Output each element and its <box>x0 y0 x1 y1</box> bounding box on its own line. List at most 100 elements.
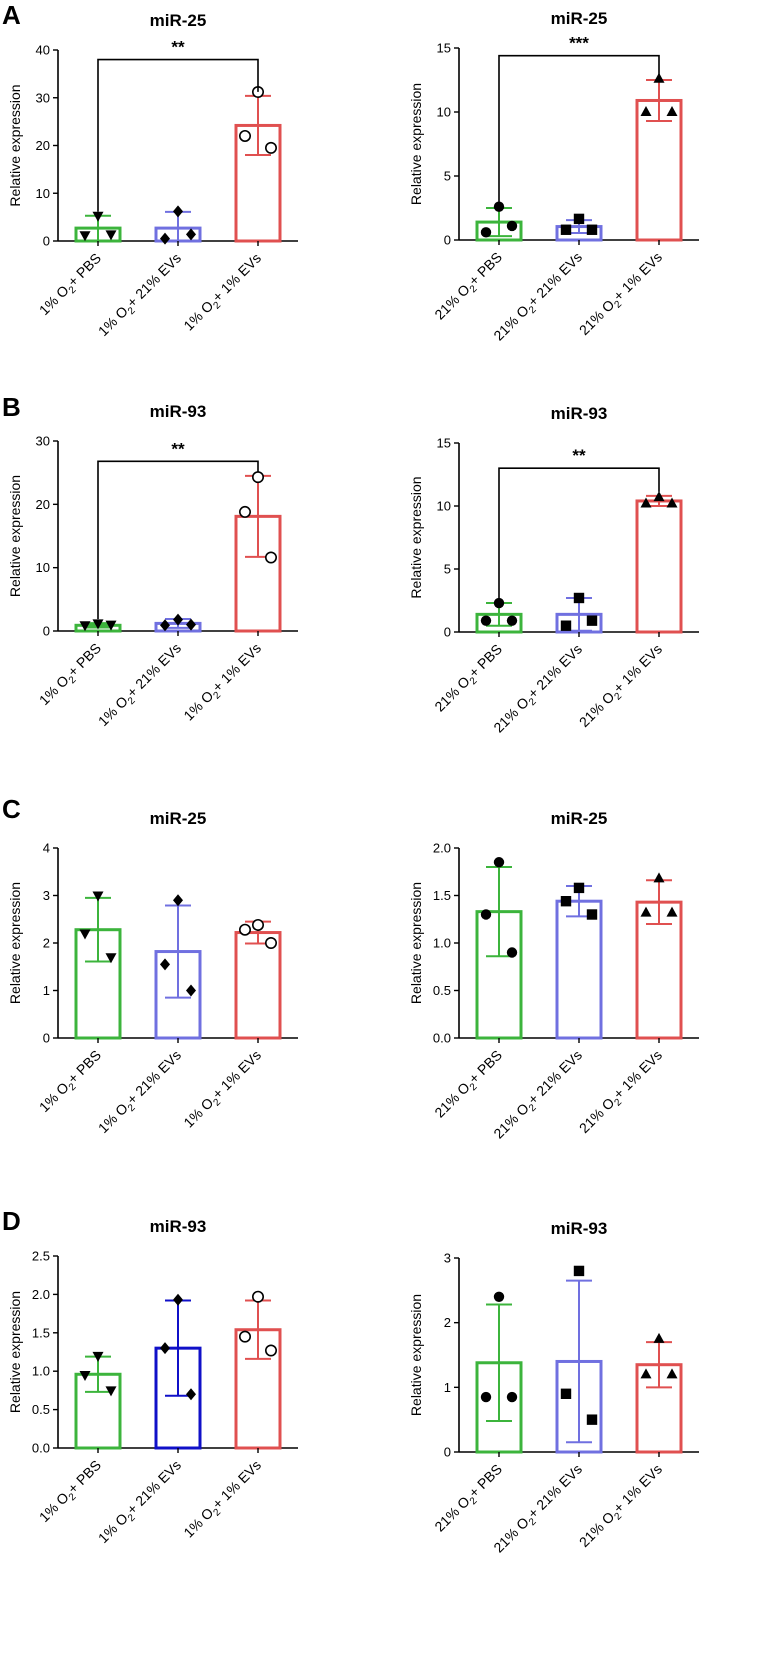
data-point <box>506 1391 518 1403</box>
significance-bracket <box>498 54 660 204</box>
data-point <box>640 497 652 508</box>
y-tick-label: 2.5 <box>32 1249 50 1264</box>
x-tick-label: 21% O2+ 1% EVs <box>576 1461 668 1553</box>
data-point <box>160 619 170 632</box>
data-point <box>560 896 572 907</box>
data-point <box>653 1332 665 1343</box>
data-point <box>173 613 183 626</box>
x-tick-label: 1% O2+ PBS <box>36 250 107 321</box>
data-point <box>239 505 252 518</box>
y-tick-label: 15 <box>437 436 451 451</box>
chart-1: miR-25 Relative expression 0 10 20 30 40 1% O2+… <box>7 11 298 342</box>
y-tick-label: 1.5 <box>32 1325 50 1340</box>
x-tick-label: 21% O2+ PBS <box>431 1461 508 1538</box>
y-tick-label: 0.0 <box>32 1441 50 1456</box>
x-tick-label: 1% O2+ 1% EVs <box>180 1457 267 1544</box>
data-point <box>92 1351 104 1362</box>
data-point <box>186 228 196 241</box>
x-tick-label: 21% O2+ PBS <box>431 641 508 718</box>
y-tick-label: 10 <box>36 560 50 575</box>
y-tick-label: 40 <box>36 43 50 58</box>
y-axis-label: Relative expression <box>7 475 23 597</box>
significance-bracket <box>97 58 259 212</box>
data-point <box>160 958 170 971</box>
data-point <box>586 1414 598 1425</box>
x-tick-label: 1% O2+ 21% EVs <box>95 1047 187 1139</box>
y-tick-label: 0 <box>43 234 50 249</box>
significance-label: ** <box>572 446 586 465</box>
data-point <box>239 923 252 936</box>
y-axis-label: Relative expression <box>7 84 23 206</box>
data-point <box>105 1386 117 1397</box>
y-tick-label: 1 <box>43 983 50 998</box>
y-tick-label: 2 <box>43 936 50 951</box>
x-tick-label: 21% O2+ 1% EVs <box>576 249 668 341</box>
x-tick-label: 1% O2+ 21% EVs <box>95 1457 187 1549</box>
data-point <box>586 909 598 920</box>
x-tick-label: 21% O2+ 1% EVs <box>576 1047 668 1139</box>
data-point <box>160 232 170 245</box>
data-point <box>506 615 518 626</box>
y-tick-label: 20 <box>36 497 50 512</box>
panel-letter-c: C <box>2 794 21 824</box>
data-point <box>239 129 252 142</box>
y-tick-label: 30 <box>36 90 50 105</box>
panel-letter-d: D <box>2 1206 21 1236</box>
x-tick-label: 21% O2+ 21% EVs <box>490 249 588 347</box>
y-tick-label: 1.5 <box>433 888 451 903</box>
chart-title: miR-25 <box>551 809 608 828</box>
y-tick-label: 0 <box>444 233 451 248</box>
y-axis-label: Relative expression <box>408 1294 424 1416</box>
data-point <box>560 1388 572 1399</box>
x-tick-label: 1% O2+ 1% EVs <box>180 1047 267 1134</box>
data-point <box>573 213 585 225</box>
data-point <box>493 597 505 609</box>
data-point <box>186 984 196 997</box>
data-point <box>640 906 652 917</box>
chart-title: miR-93 <box>150 402 207 421</box>
data-point <box>79 231 91 242</box>
y-tick-label: 3 <box>444 1251 451 1266</box>
y-tick-label: 1.0 <box>433 936 451 951</box>
data-point <box>173 1293 183 1306</box>
data-point <box>666 106 678 116</box>
data-point <box>92 619 104 630</box>
chart-5: miR-25 Relative expression 0 1 2 3 4 1% O2+ PBS… <box>7 809 298 1139</box>
y-tick-label: 4 <box>43 841 50 856</box>
data-point <box>480 1391 492 1403</box>
bar <box>635 499 683 634</box>
y-axis-label: Relative expression <box>408 882 424 1004</box>
data-point <box>105 230 117 241</box>
x-tick-label: 1% O2+ PBS <box>36 640 107 711</box>
panel-letter-a: A <box>2 0 21 30</box>
chart-6: miR-25 Relative expression 0.0 0.5 1.0 1.5 2.0… <box>408 809 699 1142</box>
data-point <box>79 621 91 632</box>
y-tick-label: 2 <box>444 1315 451 1330</box>
data-point <box>160 1342 170 1355</box>
y-tick-label: 1.0 <box>32 1364 50 1379</box>
data-point <box>264 936 277 949</box>
y-tick-label: 10 <box>437 105 451 120</box>
significance-bracket <box>498 467 660 600</box>
y-tick-label: 30 <box>36 434 50 449</box>
data-point <box>252 471 265 484</box>
data-point <box>506 220 518 232</box>
significance-bracket <box>97 460 259 620</box>
data-point <box>573 1265 585 1277</box>
x-tick-label: 1% O2+ 21% EVs <box>95 250 187 342</box>
data-point <box>573 882 585 894</box>
y-tick-label: 1 <box>444 1380 451 1395</box>
data-point <box>239 1330 252 1343</box>
chart-7: miR-93 Relative expression 0.0 0.5 1.0 1.5 2.0… <box>7 1217 298 1549</box>
bar <box>555 899 603 1040</box>
y-axis-label: Relative expression <box>408 83 424 205</box>
y-tick-label: 0.5 <box>32 1402 50 1417</box>
y-tick-label: 5 <box>444 562 451 577</box>
y-tick-label: 3 <box>43 888 50 903</box>
data-point <box>653 72 665 83</box>
data-point <box>640 1368 652 1379</box>
y-tick-label: 2.0 <box>32 1287 50 1302</box>
y-tick-label: 0 <box>444 625 451 640</box>
y-axis-label: Relative expression <box>408 476 424 598</box>
data-point <box>653 491 665 502</box>
